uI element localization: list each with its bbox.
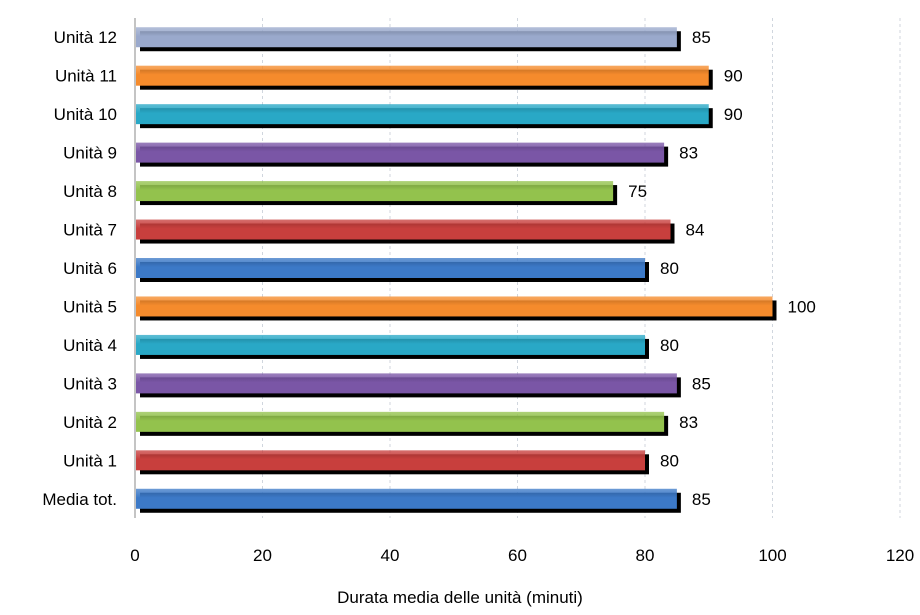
y-tick-label: Unità 3	[63, 374, 117, 393]
bar	[136, 65, 709, 86]
bar	[136, 27, 677, 48]
x-tick-label: 120	[886, 546, 914, 565]
bar	[136, 411, 665, 432]
data-label: 85	[692, 374, 711, 393]
data-label: 80	[660, 259, 679, 278]
x-tick-label: 100	[758, 546, 786, 565]
bar	[136, 181, 614, 202]
data-label: 80	[660, 336, 679, 355]
x-tick-label: 0	[130, 546, 139, 565]
y-tick-label: Unità 5	[63, 297, 117, 316]
y-tick-label: Unità 11	[55, 67, 117, 86]
bar	[136, 296, 773, 317]
data-label: 100	[788, 297, 816, 316]
bar	[136, 450, 645, 471]
data-label: 84	[686, 221, 705, 240]
data-label: 75	[628, 182, 647, 201]
data-label: 80	[660, 451, 679, 470]
x-axis-label: Durata media delle unità (minuti)	[337, 588, 583, 607]
x-tick-label: 40	[381, 546, 400, 565]
x-tick-label: 20	[253, 546, 272, 565]
x-tick-label: 60	[508, 546, 527, 565]
data-label: 85	[692, 490, 711, 509]
y-tick-label: Unità 4	[63, 336, 117, 355]
data-label: 90	[724, 105, 743, 124]
bars	[136, 27, 777, 513]
y-tick-label: Media tot.	[42, 490, 117, 509]
data-label: 90	[724, 67, 743, 86]
bar	[136, 219, 671, 240]
y-tick-label: Unità 1	[63, 451, 117, 470]
labels: 0 20 40 60 80 100 120 Unità 12 85 Unità 11 90 Unità…	[42, 28, 914, 565]
data-label: 83	[679, 144, 698, 163]
y-tick-label: Unità 8	[63, 182, 117, 201]
x-tick-label: 80	[636, 546, 655, 565]
data-label: 85	[692, 28, 711, 47]
bar	[136, 104, 709, 125]
y-tick-label: Unità 12	[54, 28, 117, 47]
y-tick-label: Unità 10	[54, 105, 117, 124]
bar	[136, 373, 677, 394]
bar	[136, 258, 645, 278]
bar	[136, 488, 677, 509]
y-tick-label: Unità 7	[63, 221, 117, 240]
y-tick-label: Unità 6	[63, 259, 117, 278]
bar	[136, 334, 645, 355]
data-label: 83	[679, 413, 698, 432]
y-tick-label: Unità 9	[63, 144, 117, 163]
bar	[136, 142, 665, 163]
y-tick-label: Unità 2	[63, 413, 117, 432]
